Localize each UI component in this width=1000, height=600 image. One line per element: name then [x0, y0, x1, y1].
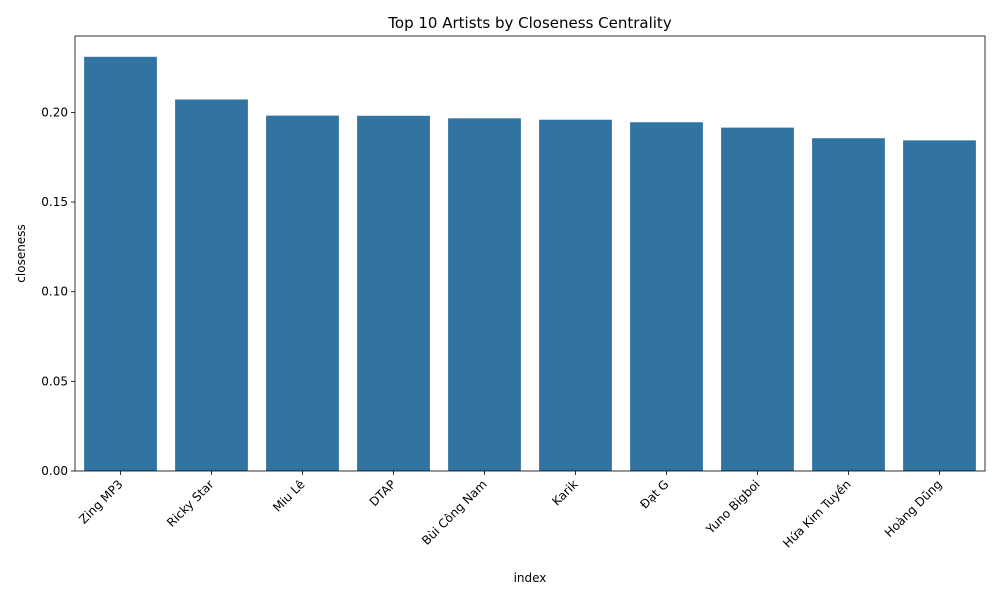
y-axis-label: closeness	[14, 224, 28, 282]
x-tick-label: Ricky Star	[164, 477, 217, 530]
bar	[175, 99, 248, 471]
x-tick-label: Miu Lê	[270, 477, 307, 514]
x-tick-label: Yuno Bigboi	[703, 477, 763, 537]
plot-area: 0.00 0.05 0.10 0.15 0.20 Zing MP3 Ricky Star Mi…	[41, 35, 986, 551]
bar	[266, 115, 339, 471]
x-tick-label: Bùi Công Nam	[419, 477, 490, 548]
y-tick-label: 0.15	[41, 195, 68, 209]
bar	[721, 127, 794, 472]
x-tick-label: Hứa Kim Tuyền	[780, 477, 853, 550]
x-axis-label: index	[514, 571, 547, 585]
bar	[357, 115, 430, 471]
x-tick-label: DTAP	[367, 477, 399, 509]
bar	[84, 56, 157, 471]
y-tick-label: 0.20	[41, 105, 68, 119]
bar	[630, 122, 703, 471]
bar	[903, 140, 976, 471]
x-tick-label: Karik	[549, 477, 580, 508]
chart-title: Top 10 Artists by Closeness Centrality	[387, 14, 672, 32]
x-tick-label: Đạt G	[637, 477, 671, 511]
x-tick-label: Hoàng Dũng	[882, 477, 945, 540]
bar	[448, 118, 521, 471]
bar	[539, 119, 612, 471]
y-tick-label: 0.05	[41, 374, 68, 388]
x-tick-label: Zing MP3	[76, 477, 125, 526]
plot-frame	[74, 35, 986, 472]
y-tick-label: 0.00	[41, 464, 68, 478]
y-tick-label: 0.10	[41, 285, 68, 299]
bar	[812, 138, 885, 472]
